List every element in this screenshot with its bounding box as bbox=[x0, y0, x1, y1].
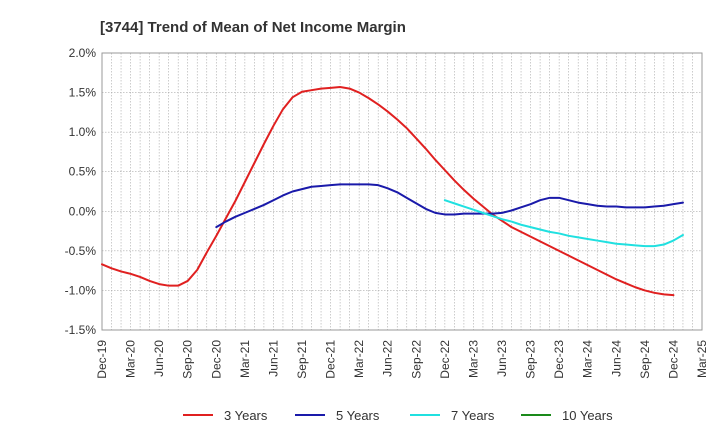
x-tick-label: Dec-21 bbox=[324, 340, 338, 379]
legend: 3 Years 5 Years 7 Years 10 Years bbox=[183, 408, 613, 423]
x-tick-label: Sep-24 bbox=[638, 340, 652, 379]
series-line-7-years bbox=[443, 199, 684, 248]
x-axis-ticks: Dec-19 Mar-20 Jun-20 Sep-20 Dec-20 Mar-21 Jun-… bbox=[95, 340, 709, 379]
x-tick-label: Mar-23 bbox=[466, 340, 480, 378]
x-tick-label: Sep-21 bbox=[295, 340, 309, 379]
x-tick-label: Mar-24 bbox=[581, 340, 595, 378]
legend-label: 7 Years bbox=[451, 408, 495, 423]
y-tick-label: 1.5% bbox=[69, 86, 97, 100]
y-axis-ticks: 2.0% 1.5% 1.0% 0.5% 0.0% -0.5% -1.0% -1.5% bbox=[65, 46, 97, 337]
x-tick-label: Jun-24 bbox=[609, 340, 623, 377]
y-tick-label: -1.0% bbox=[65, 283, 97, 297]
x-tick-label: Mar-25 bbox=[695, 340, 709, 378]
x-tick-label: Mar-20 bbox=[124, 340, 138, 378]
x-tick-label: Dec-19 bbox=[95, 340, 109, 379]
chart-title: [3744] Trend of Mean of Net Income Margi… bbox=[100, 19, 406, 36]
y-tick-label: 2.0% bbox=[69, 46, 97, 60]
legend-label: 5 Years bbox=[336, 408, 380, 423]
y-tick-label: 0.0% bbox=[69, 204, 97, 218]
x-tick-label: Sep-20 bbox=[181, 340, 195, 379]
y-tick-label: -1.5% bbox=[65, 323, 97, 337]
y-tick-label: 1.0% bbox=[69, 125, 97, 139]
x-tick-label: Jun-22 bbox=[381, 340, 395, 377]
x-tick-label: Dec-23 bbox=[552, 340, 566, 379]
plot-area bbox=[102, 53, 702, 330]
series-lines bbox=[101, 86, 684, 297]
legend-label: 10 Years bbox=[562, 408, 613, 423]
y-tick-label: -0.5% bbox=[65, 244, 97, 258]
x-tick-label: Dec-20 bbox=[209, 340, 223, 379]
series-line-3-years bbox=[101, 86, 675, 297]
x-tick-label: Mar-22 bbox=[352, 340, 366, 378]
x-tick-label: Dec-22 bbox=[438, 340, 452, 379]
x-tick-label: Sep-22 bbox=[409, 340, 423, 379]
x-tick-label: Jun-20 bbox=[152, 340, 166, 377]
plot-border bbox=[101, 52, 703, 331]
x-tick-label: Jun-23 bbox=[495, 340, 509, 377]
series-line-5-years bbox=[215, 183, 684, 229]
legend-label: 3 Years bbox=[224, 408, 268, 423]
y-tick-label: 0.5% bbox=[69, 165, 97, 179]
x-tick-label: Jun-21 bbox=[266, 340, 280, 377]
x-tick-label: Mar-21 bbox=[238, 340, 252, 378]
x-tick-label: Dec-24 bbox=[666, 340, 680, 379]
x-tick-label: Sep-23 bbox=[524, 340, 538, 379]
